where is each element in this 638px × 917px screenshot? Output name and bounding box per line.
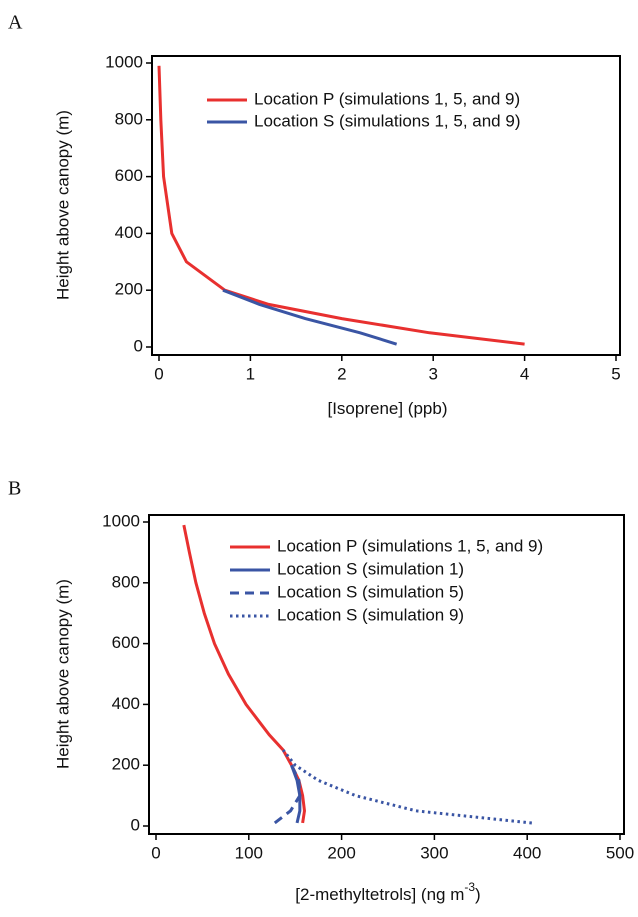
x-axis-label-tail: ) bbox=[475, 885, 481, 904]
legend-label: Location P (simulations 1, 5, and 9) bbox=[277, 536, 543, 555]
x-tick-label: 400 bbox=[513, 843, 541, 862]
y-axis-label: Height above canopy (m) bbox=[53, 110, 72, 300]
x-tick-label: 3 bbox=[428, 364, 437, 383]
y-tick-label: 200 bbox=[115, 280, 143, 299]
x-tick-label: 0 bbox=[154, 364, 163, 383]
data-line bbox=[157, 65, 525, 346]
legend-label: Location S (simulation 9) bbox=[277, 605, 464, 624]
x-tick-label: 2 bbox=[337, 364, 346, 383]
legend-label: Location S (simulations 1, 5, and 9) bbox=[254, 111, 520, 130]
data-line bbox=[182, 524, 306, 824]
x-tick-label: 5 bbox=[611, 364, 620, 383]
y-tick-label: 200 bbox=[112, 755, 140, 774]
x-axis-label-text: [2-methyltetrols] (ng m bbox=[295, 885, 464, 904]
x-axis-label-sup: -3 bbox=[464, 880, 475, 894]
x-axis-label: [2-methyltetrols] (ng m-3) bbox=[295, 880, 480, 904]
panel-label: A bbox=[8, 12, 23, 34]
data-line bbox=[273, 764, 302, 825]
x-axis-label: [Isoprene] (ppb) bbox=[327, 399, 447, 418]
legend-label: Location S (simulation 5) bbox=[277, 582, 464, 601]
plot-frame bbox=[151, 55, 621, 356]
x-tick-label: 100 bbox=[235, 843, 263, 862]
y-tick-label: 800 bbox=[112, 572, 140, 591]
plot-frame bbox=[148, 514, 625, 835]
y-tick-label: 1000 bbox=[102, 511, 140, 530]
y-axis-label: Height above canopy (m) bbox=[53, 579, 72, 769]
x-tick-label: 0 bbox=[151, 843, 160, 862]
y-tick-label: 400 bbox=[112, 694, 140, 713]
panel-label: B bbox=[8, 478, 21, 500]
x-tick-label: 200 bbox=[327, 843, 355, 862]
x-tick-label: 1 bbox=[246, 364, 255, 383]
y-tick-label: 400 bbox=[115, 223, 143, 242]
y-tick-label: 0 bbox=[134, 336, 143, 355]
x-tick-label: 4 bbox=[520, 364, 529, 383]
data-line bbox=[281, 749, 532, 825]
data-line bbox=[222, 288, 398, 346]
x-tick-label: 500 bbox=[606, 843, 634, 862]
x-axis-label-text: [Isoprene] (ppb) bbox=[327, 399, 447, 418]
legend-label: Location P (simulations 1, 5, and 9) bbox=[254, 89, 520, 108]
y-tick-label: 0 bbox=[131, 815, 140, 834]
legend-label: Location S (simulation 1) bbox=[277, 559, 464, 578]
x-tick-label: 300 bbox=[420, 843, 448, 862]
y-tick-label: 800 bbox=[115, 109, 143, 128]
y-tick-label: 600 bbox=[112, 633, 140, 652]
y-tick-label: 1000 bbox=[105, 52, 143, 71]
y-tick-label: 600 bbox=[115, 166, 143, 185]
